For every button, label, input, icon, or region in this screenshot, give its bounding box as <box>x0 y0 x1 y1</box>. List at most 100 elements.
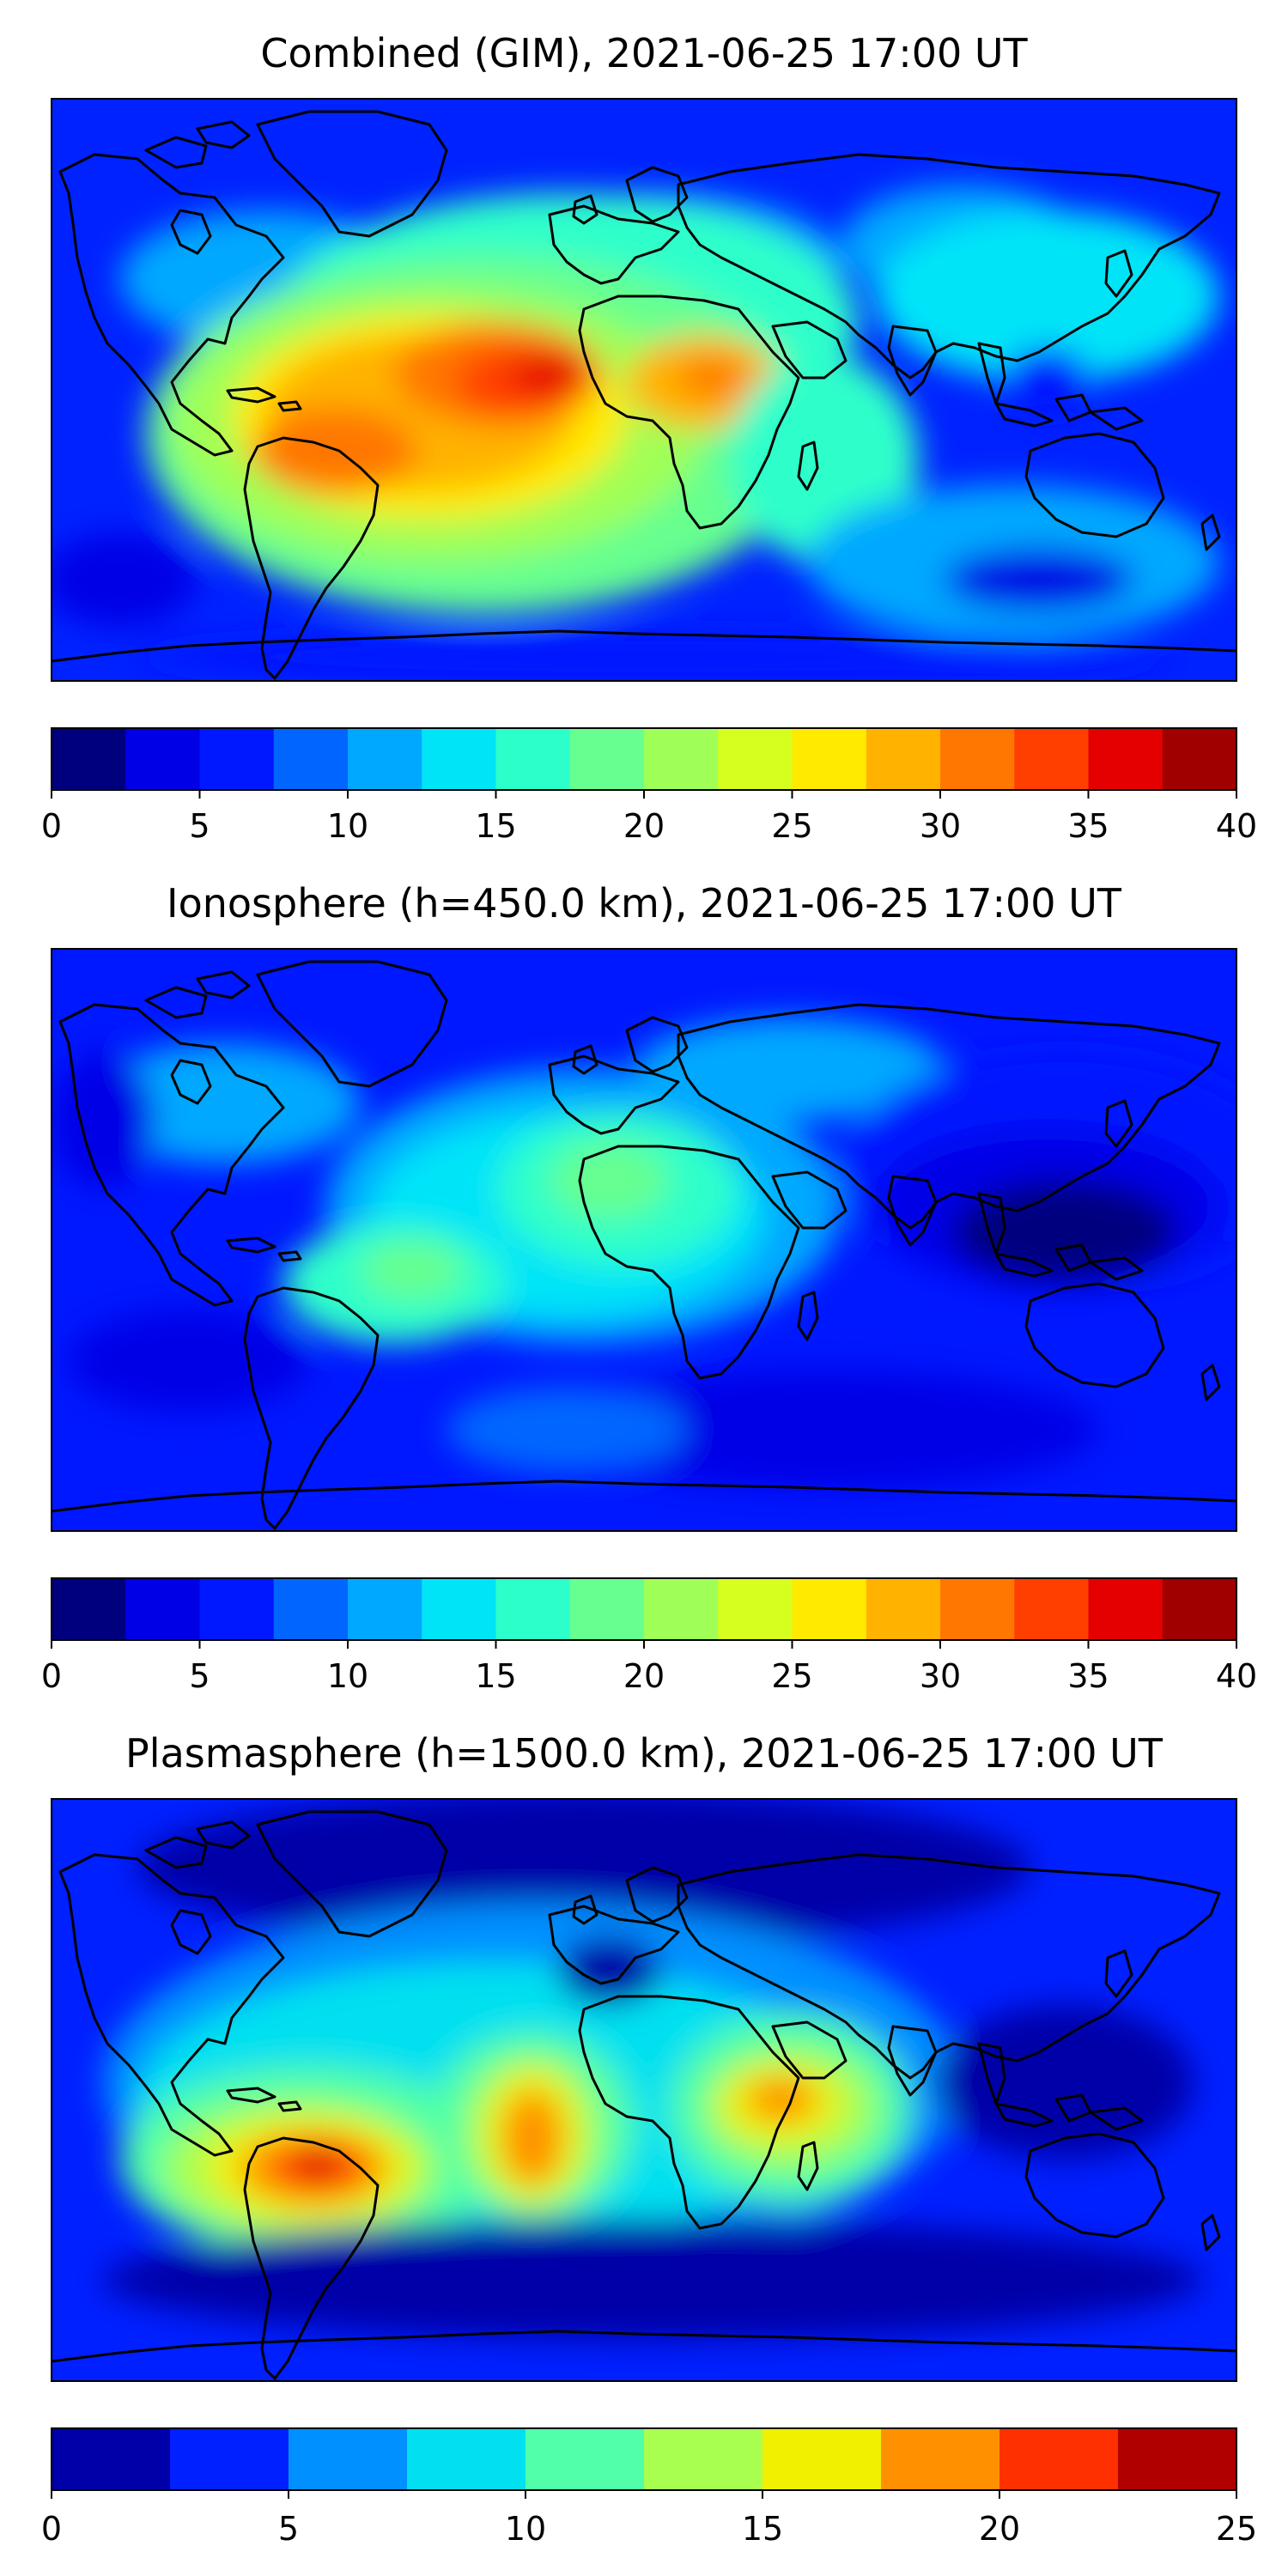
colorbar-tick-label: 5 <box>189 1657 210 1695</box>
contour-region <box>253 408 416 494</box>
colorbar-segment <box>940 1578 1015 1640</box>
map-frame <box>51 98 1237 682</box>
panel-title: Combined (GIM), 2021-06-25 17:00 UT <box>260 30 1028 76</box>
contour-region <box>69 1309 309 1413</box>
colorbar-segment <box>866 728 941 790</box>
panel-2: Ionosphere (h=450.0 km), 2021-06-25 17:0… <box>41 880 1257 1695</box>
colorbar-segment <box>1162 728 1237 790</box>
colorbar-tick-label: 10 <box>505 2510 546 2548</box>
contour-region <box>1005 348 1091 416</box>
colorbar-segment <box>866 1578 941 1640</box>
colorbar-segment <box>495 1578 571 1640</box>
colorbar-segment <box>273 728 349 790</box>
colorbar-segment <box>999 2428 1119 2490</box>
colorbar-tick-label: 10 <box>327 807 368 845</box>
colorbar-segment <box>1014 728 1089 790</box>
colorbar-segment <box>348 1578 422 1640</box>
contour-region <box>447 1387 687 1473</box>
contour-region <box>103 2220 1202 2340</box>
colorbar-segment <box>644 2428 763 2490</box>
colorbar-segment <box>940 728 1015 790</box>
tec-contours <box>103 1799 1202 2340</box>
colorbar-segment <box>1014 1578 1089 1640</box>
colorbar: 0 5 10 15 20 25 30 35 40 <box>41 1577 1257 1695</box>
panel-title: Plasmasphere (h=1500.0 km), 2021-06-25 1… <box>125 1730 1163 1777</box>
colorbar-tick-label: 5 <box>278 2510 299 2548</box>
colorbar-segment <box>52 1578 126 1640</box>
colorbar-segment <box>792 1578 867 1640</box>
contour-region <box>550 1142 670 1219</box>
colorbar-tick-label: 15 <box>475 1657 516 1695</box>
contour-region <box>876 210 1219 382</box>
colorbar-tick-label: 0 <box>41 807 62 845</box>
contour-region <box>558 1936 661 2005</box>
colorbar-segment <box>52 2428 171 2490</box>
colorbar-segment <box>52 728 126 790</box>
contour-region <box>52 1052 155 1189</box>
colorbar-tick-label: 25 <box>1216 2510 1257 2548</box>
colorbar-segment <box>644 728 719 790</box>
colorbar-tick-label: 20 <box>979 2510 1020 2548</box>
panel-1: Combined (GIM), 2021-06-25 17:00 UT 0 5 10 1… <box>41 30 1257 845</box>
contour-region <box>361 1241 464 1301</box>
colorbar-frame <box>51 2427 1237 2491</box>
colorbar-segment <box>1088 1578 1163 1640</box>
contour-region <box>511 352 588 395</box>
contour-region <box>302 2154 333 2174</box>
colorbar-tick-label: 40 <box>1216 807 1257 845</box>
colorbar-tick-label: 20 <box>623 807 665 845</box>
contour-region <box>550 1370 1099 1490</box>
colorbar-segment <box>422 728 496 790</box>
colorbar-segment <box>1118 2428 1237 2490</box>
colorbar-segment <box>348 728 422 790</box>
colorbar-segment <box>199 728 275 790</box>
tec-contours <box>52 1018 1236 1490</box>
contour-region <box>502 2091 562 2185</box>
panel-3: Plasmasphere (h=1500.0 km), 2021-06-25 1… <box>41 1730 1257 2548</box>
contour-region <box>678 359 747 397</box>
colorbar-tick-label: 10 <box>327 1657 368 1695</box>
colorbar-segment <box>170 2428 289 2490</box>
colorbar-segment <box>199 1578 275 1640</box>
colorbar-segment <box>644 1578 719 1640</box>
colorbar-segment <box>1088 728 1163 790</box>
contour-region <box>945 549 1133 611</box>
contour-region <box>936 2005 1194 2160</box>
colorbar-tick-label: 35 <box>1067 1657 1109 1695</box>
contour-region <box>137 1799 1030 1945</box>
colorbar-segment <box>762 2428 882 2490</box>
colorbar-segment <box>289 2428 408 2490</box>
colorbar-segment <box>792 728 867 790</box>
tec-map <box>52 1799 1236 2381</box>
colorbar-tick-label: 25 <box>771 807 812 845</box>
colorbar-segment <box>125 728 200 790</box>
tec-contours <box>52 185 1219 681</box>
colorbar-tick-label: 20 <box>623 1657 665 1695</box>
colorbar-segment <box>526 2428 645 2490</box>
colorbar: 0 5 10 15 20 25 <box>41 2427 1257 2548</box>
colorbar-segment <box>718 1578 793 1640</box>
contour-region <box>747 2078 816 2121</box>
colorbar-tick-label: 35 <box>1067 807 1109 845</box>
colorbar-tick-label: 0 <box>41 1657 62 1695</box>
colorbar-segment <box>569 1578 645 1640</box>
colorbar-segment <box>422 1578 496 1640</box>
colorbar: 0 5 10 15 20 25 30 35 40 <box>41 727 1257 845</box>
colorbar-tick-label: 15 <box>475 807 516 845</box>
tec-map <box>52 99 1236 681</box>
map-frame <box>51 948 1237 1532</box>
colorbar-segment <box>273 1578 349 1640</box>
colorbar-segment <box>569 728 645 790</box>
colorbar-tick-label: 0 <box>41 2510 62 2548</box>
contour-region <box>86 1043 361 1163</box>
contour-region <box>52 532 197 627</box>
contour-region <box>137 631 1168 681</box>
colorbar-tick-label: 5 <box>189 807 210 845</box>
colorbar-tick-label: 40 <box>1216 1657 1257 1695</box>
colorbar-tick-label: 15 <box>742 2510 783 2548</box>
colorbar-tick-label: 30 <box>920 807 961 845</box>
colorbar-segment <box>881 2428 1000 2490</box>
panel-title: Ionosphere (h=450.0 km), 2021-06-25 17:0… <box>167 880 1122 927</box>
map-frame <box>51 1798 1237 2382</box>
